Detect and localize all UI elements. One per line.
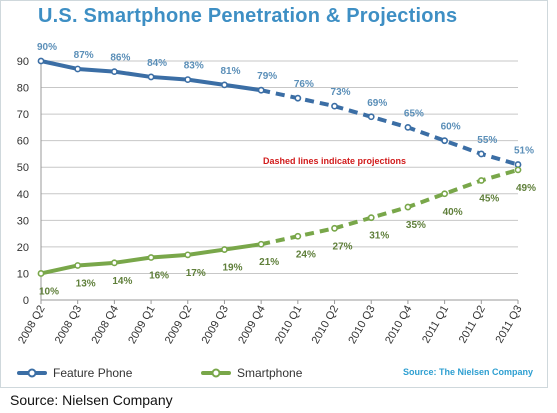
data-point-feature-phone [441, 137, 449, 145]
data-point-feature-phone [331, 102, 338, 110]
data-label-feature-phone: 90% [37, 42, 57, 53]
y-tick-label: 0 [23, 295, 29, 307]
legend-item-smartphone: Smartphone [201, 366, 302, 380]
data-point-smartphone [404, 203, 412, 211]
data-point-smartphone [441, 190, 449, 198]
image-caption: Source: Nielsen Company [10, 392, 173, 408]
data-point-smartphone [147, 254, 155, 261]
series-layer [37, 57, 522, 277]
data-point-feature-phone [514, 161, 522, 168]
data-label-feature-phone: 87% [74, 50, 94, 61]
data-label-feature-phone: 51% [514, 146, 534, 157]
data-point-smartphone [184, 251, 192, 259]
data-point-feature-phone [184, 76, 192, 83]
data-point-smartphone [514, 166, 522, 174]
data-point-feature-phone [221, 81, 228, 89]
chart-title: U.S. Smartphone Penetration & Projection… [38, 5, 458, 27]
x-tick-label: 2011 Q1 [420, 304, 451, 346]
data-point-smartphone [110, 259, 118, 267]
line-chart: 0 10 20 30 40 50 60 70 80 90 2008 Q2 2008 Q3 2008 Q4… [16, 42, 536, 346]
data-label-smartphone: 14% [112, 276, 132, 287]
data-label-smartphone: 13% [76, 278, 96, 289]
x-tick-label: 2008 Q3 [53, 304, 84, 347]
x-tick-label: 2009 Q1 [126, 304, 157, 347]
legend-swatch-feature-phone [17, 368, 47, 378]
chart-source: Source: The Nielsen Company [402, 367, 533, 377]
x-tick-label: 2008 Q4 [89, 304, 120, 347]
data-label-feature-phone: 86% [110, 53, 130, 64]
axis-layer: 0 10 20 30 40 50 60 70 80 90 2008 Q2 2008 Q3 2008 Q4… [16, 56, 524, 346]
data-point-feature-phone [257, 86, 265, 94]
data-point-smartphone [367, 214, 375, 222]
data-label-smartphone: 17% [186, 268, 206, 279]
x-tick-label: 2011 Q3 [494, 304, 525, 346]
data-label-smartphone: 16% [149, 271, 169, 282]
data-point-smartphone [477, 177, 485, 184]
data-point-smartphone [257, 240, 265, 248]
data-label-feature-phone: 76% [294, 79, 314, 90]
data-label-smartphone: 19% [222, 263, 242, 274]
legend-label-feature-phone: Feature Phone [53, 366, 133, 380]
data-point-feature-phone [147, 73, 155, 81]
x-tick-label: 2011 Q2 [457, 304, 488, 346]
data-label-smartphone: 49% [516, 183, 536, 194]
chart-panel: U.S. Smartphone Penetration & Projection… [0, 0, 548, 388]
data-point-smartphone [221, 246, 228, 253]
x-tick-label: 2010 Q4 [383, 304, 414, 347]
x-tick-label: 2010 Q3 [346, 304, 377, 347]
data-label-smartphone: 31% [369, 231, 389, 242]
y-tick-label: 80 [17, 83, 29, 95]
x-tick-label: 2010 Q1 [273, 304, 304, 347]
y-tick-label: 20 [17, 242, 29, 254]
y-tick-label: 90 [17, 56, 29, 68]
y-tick-label: 50 [17, 162, 29, 174]
data-label-feature-phone: 55% [477, 135, 497, 146]
data-label-smartphone: 40% [443, 207, 463, 218]
data-point-smartphone [74, 262, 82, 269]
data-label-smartphone: 35% [406, 220, 426, 231]
y-tick-label: 60 [17, 136, 29, 148]
data-point-feature-phone [110, 68, 118, 76]
legend-item-feature-phone: Feature Phone [17, 366, 132, 380]
y-tick-label: 30 [17, 215, 29, 227]
data-label-feature-phone: 83% [184, 61, 204, 72]
data-label-layer: 90% 87% 86% 84% 83% 81% 79% 76% 73% 69% 65% 60% 55% 5… [37, 42, 536, 297]
data-point-feature-phone [477, 150, 485, 158]
data-point-smartphone [294, 232, 302, 240]
data-label-feature-phone: 69% [367, 98, 387, 109]
data-label-feature-phone: 73% [331, 87, 351, 98]
data-point-feature-phone [37, 57, 45, 65]
x-tick-label: 2009 Q4 [236, 304, 267, 347]
data-point-feature-phone [294, 94, 302, 102]
data-point-smartphone [331, 224, 338, 232]
legend-label-smartphone: Smartphone [237, 366, 303, 380]
data-label-feature-phone: 65% [404, 108, 424, 119]
data-label-smartphone: 45% [479, 194, 499, 205]
x-tick-label: 2008 Q2 [16, 304, 47, 347]
legend: Feature Phone Smartphone [17, 366, 537, 384]
data-label-feature-phone: 79% [257, 71, 277, 82]
y-tick-label: 40 [17, 189, 29, 201]
legend-swatch-smartphone [201, 368, 231, 378]
data-label-feature-phone: 81% [220, 66, 240, 77]
data-point-feature-phone [367, 113, 375, 121]
data-point-smartphone [37, 270, 45, 277]
projection-annotation: Dashed lines indicate projections [263, 156, 406, 166]
x-tick-label: 2010 Q2 [310, 304, 341, 347]
y-tick-label: 10 [17, 268, 29, 280]
y-tick-label: 70 [17, 109, 29, 121]
data-label-smartphone: 24% [296, 249, 316, 260]
x-tick-label: 2009 Q3 [200, 304, 231, 347]
data-label-feature-phone: 60% [441, 122, 461, 133]
data-point-feature-phone [404, 123, 412, 131]
data-label-smartphone: 27% [333, 241, 353, 252]
data-point-feature-phone [74, 65, 82, 73]
data-label-smartphone: 21% [259, 257, 279, 268]
data-label-smartphone: 10% [39, 286, 59, 297]
x-tick-label: 2009 Q2 [163, 304, 194, 347]
data-label-feature-phone: 84% [147, 58, 167, 69]
